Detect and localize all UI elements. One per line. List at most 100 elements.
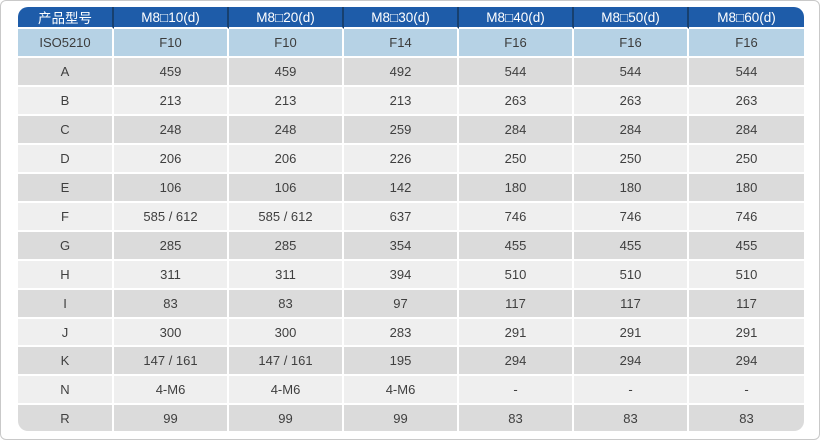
table-row: D 206 206 226 250 250 250 — [18, 144, 804, 174]
cell: - — [459, 376, 574, 406]
cell: 311 — [114, 260, 229, 290]
cell: 285 — [229, 231, 344, 261]
cell: 263 — [574, 86, 689, 116]
cell: 117 — [689, 289, 804, 319]
cell: 83 — [229, 289, 344, 319]
row-label: G — [18, 231, 114, 261]
cell: 83 — [114, 289, 229, 319]
cell: 354 — [344, 231, 459, 261]
cell: 117 — [574, 289, 689, 319]
table-row: H 311 311 394 510 510 510 — [18, 260, 804, 290]
cell: 83 — [459, 405, 574, 431]
cell: 311 — [229, 260, 344, 290]
column-header: M8□30(d) — [344, 7, 459, 29]
table-row: A 459 459 492 544 544 544 — [18, 57, 804, 87]
cell: 510 — [459, 260, 574, 290]
table-row: B 213 213 213 263 263 263 — [18, 86, 804, 116]
cell: F16 — [689, 29, 804, 58]
table-row: E 106 106 142 180 180 180 — [18, 173, 804, 203]
table-header: 产品型号 M8□10(d) M8□20(d) M8□30(d) M8□40(d) M8□5… — [18, 7, 804, 29]
table-row: C 248 248 259 284 284 284 — [18, 115, 804, 145]
cell: 117 — [459, 289, 574, 319]
cell: 544 — [459, 57, 574, 87]
cell: 4-M6 — [229, 376, 344, 406]
table-row: J 300 300 283 291 291 291 — [18, 318, 804, 348]
cell: 291 — [574, 318, 689, 348]
table-frame: 产品型号 M8□10(d) M8□20(d) M8□30(d) M8□40(d) M8□5… — [18, 7, 804, 431]
header-row: 产品型号 M8□10(d) M8□20(d) M8□30(d) M8□40(d) M8□5… — [18, 7, 804, 29]
cell: 746 — [574, 202, 689, 232]
cell: 99 — [344, 405, 459, 431]
cell: 285 — [114, 231, 229, 261]
table-row: K 147 / 161 147 / 161 195 294 294 294 — [18, 347, 804, 377]
cell: - — [689, 376, 804, 406]
cell: 4-M6 — [344, 376, 459, 406]
cell: 206 — [229, 144, 344, 174]
cell: 544 — [574, 57, 689, 87]
cell: 213 — [229, 86, 344, 116]
cell: 180 — [689, 173, 804, 203]
table-row: ISO5210 F10 F10 F14 F16 F16 F16 — [18, 29, 804, 58]
cell: 394 — [344, 260, 459, 290]
table-row: G 285 285 354 455 455 455 — [18, 231, 804, 261]
cell: F10 — [114, 29, 229, 58]
cell: 180 — [574, 173, 689, 203]
cell: 97 — [344, 289, 459, 319]
cell: 585 / 612 — [229, 202, 344, 232]
cell: - — [574, 376, 689, 406]
cell: 300 — [229, 318, 344, 348]
cell: 248 — [114, 115, 229, 145]
column-header: M8□10(d) — [114, 7, 229, 29]
column-header: M8□20(d) — [229, 7, 344, 29]
corner-header: 产品型号 — [18, 7, 114, 29]
cell: 510 — [574, 260, 689, 290]
cell: 213 — [344, 86, 459, 116]
cell: 746 — [459, 202, 574, 232]
row-label: B — [18, 86, 114, 116]
cell: 510 — [689, 260, 804, 290]
cell: 83 — [689, 405, 804, 431]
cell: F14 — [344, 29, 459, 58]
cell: 284 — [459, 115, 574, 145]
table-row: I 83 83 97 117 117 117 — [18, 289, 804, 319]
table-row: N 4-M6 4-M6 4-M6- - - — [18, 376, 804, 406]
row-label: J — [18, 318, 114, 348]
cell: 455 — [689, 231, 804, 261]
cell: 294 — [574, 347, 689, 377]
cell: 142 — [344, 173, 459, 203]
row-label: N — [18, 376, 114, 406]
cell: 263 — [689, 86, 804, 116]
cell: 250 — [574, 144, 689, 174]
cell: 585 / 612 — [114, 202, 229, 232]
table-row: R 99 99 99 83 83 83 — [18, 405, 804, 431]
cell: 248 — [229, 115, 344, 145]
row-label: H — [18, 260, 114, 290]
row-label: E — [18, 173, 114, 203]
cell: F16 — [574, 29, 689, 58]
cell: 180 — [459, 173, 574, 203]
cell: 195 — [344, 347, 459, 377]
cell: 294 — [459, 347, 574, 377]
cell: 283 — [344, 318, 459, 348]
cell: 459 — [114, 57, 229, 87]
cell: 544 — [689, 57, 804, 87]
cell: 206 — [114, 144, 229, 174]
row-label: F — [18, 202, 114, 232]
cell: 455 — [459, 231, 574, 261]
cell: 106 — [114, 173, 229, 203]
row-label: R — [18, 405, 114, 431]
cell: 250 — [459, 144, 574, 174]
cell: 263 — [459, 86, 574, 116]
table-row: F 585 / 612 585 / 612 637 746 746 746 — [18, 202, 804, 232]
row-label: K — [18, 347, 114, 377]
cell: F10 — [229, 29, 344, 58]
cell: 294 — [689, 347, 804, 377]
cell: 459 — [229, 57, 344, 87]
column-header: M8□50(d) — [574, 7, 689, 29]
cell: 213 — [114, 86, 229, 116]
cell: 284 — [574, 115, 689, 145]
row-label: ISO5210 — [18, 29, 114, 58]
cell: 492 — [344, 57, 459, 87]
cell: 250 — [689, 144, 804, 174]
